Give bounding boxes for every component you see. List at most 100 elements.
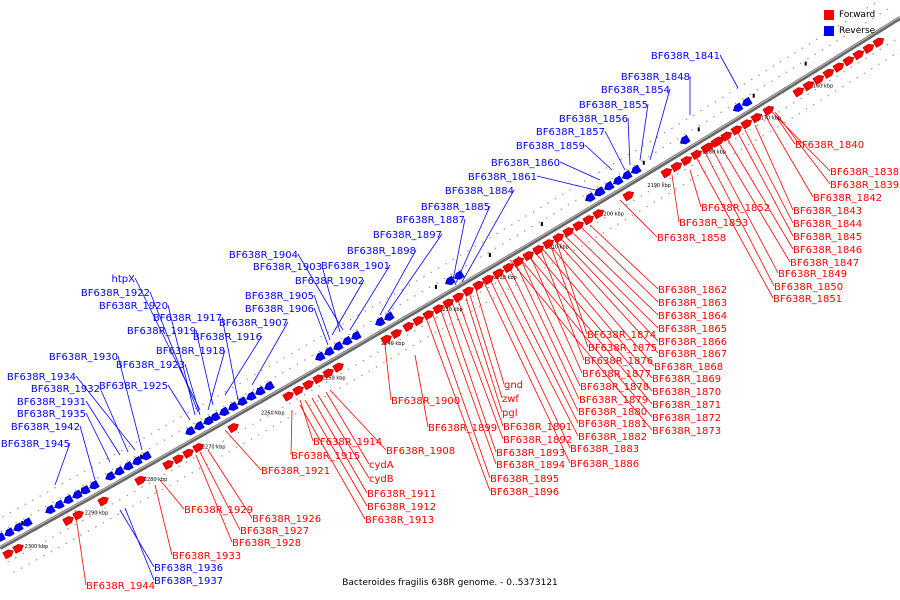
reverse-gene-arrow[interactable] (194, 420, 205, 431)
forward-gene-arrow[interactable] (332, 362, 344, 373)
gene-label[interactable]: BF638R_1896 (490, 487, 559, 498)
reverse-gene-arrow[interactable] (13, 522, 24, 532)
forward-gene-arrow[interactable] (740, 119, 753, 130)
forward-gene-arrow[interactable] (670, 162, 683, 173)
gene-label[interactable]: BF638R_1838 (830, 167, 899, 178)
forward-gene-arrow[interactable] (442, 298, 454, 309)
reverse-gene-arrow[interactable] (4, 527, 15, 537)
gene-label[interactable]: BF638R_1884 (445, 186, 514, 197)
gene-label[interactable]: BF638R_1927 (240, 526, 309, 537)
gene-label[interactable]: BF638R_1930 (49, 352, 118, 363)
gene-label[interactable]: BF638R_1844 (793, 219, 862, 230)
gene-label[interactable]: BF638R_1920 (99, 301, 168, 312)
gene-label[interactable]: BF638R_1894 (496, 460, 565, 471)
forward-gene-arrow[interactable] (502, 263, 514, 274)
forward-gene-arrow[interactable] (162, 460, 174, 471)
gene-label[interactable]: BF638R_1862 (658, 285, 727, 296)
reverse-gene-arrow[interactable] (219, 406, 230, 417)
forward-gene-arrow[interactable] (710, 137, 723, 148)
gene-label[interactable]: BF638R_1853 (679, 218, 748, 229)
gene-label[interactable]: BF638R_1922 (81, 288, 150, 299)
gene-label[interactable]: BF638R_1855 (579, 100, 648, 111)
forward-gene-arrow[interactable] (552, 233, 564, 244)
gene-label[interactable]: BF638R_1856 (559, 114, 628, 125)
reverse-gene-arrow[interactable] (72, 489, 83, 499)
reverse-gene-arrow[interactable] (375, 316, 386, 327)
forward-gene-arrow[interactable] (462, 286, 474, 297)
gene-label[interactable]: BF638R_1916 (193, 332, 262, 343)
forward-gene-arrow[interactable] (592, 209, 604, 220)
gene-label[interactable]: BF638R_1921 (261, 466, 330, 477)
gene-label[interactable]: BF638R_1863 (658, 298, 727, 309)
gene-label[interactable]: BF638R_1881 (578, 419, 647, 430)
gene-label[interactable]: BF638R_1868 (654, 362, 723, 373)
gene-label[interactable]: BF638R_1857 (536, 127, 605, 138)
forward-gene-arrow[interactable] (750, 113, 763, 124)
gene-label[interactable]: BF638R_1858 (657, 233, 726, 244)
gene-label[interactable]: zwf (502, 394, 519, 405)
reverse-gene-arrow[interactable] (0, 532, 6, 542)
gene-label[interactable]: BF638R_1929 (184, 505, 253, 516)
gene-label[interactable]: BF638R_1900 (391, 396, 460, 407)
forward-gene-arrow[interactable] (562, 227, 574, 238)
reverse-gene-arrow[interactable] (141, 450, 152, 461)
gene-label[interactable]: BF638R_1903 (253, 262, 322, 273)
forward-gene-arrow[interactable] (472, 280, 484, 291)
forward-gene-arrow[interactable] (572, 221, 584, 232)
gene-label[interactable]: htpX (112, 274, 136, 285)
gene-label[interactable]: BF638R_1897 (373, 230, 442, 241)
forward-gene-arrow[interactable] (134, 475, 146, 486)
forward-gene-arrow[interactable] (822, 68, 835, 79)
forward-gene-arrow[interactable] (872, 37, 885, 48)
gene-label[interactable]: BF638R_1908 (386, 446, 455, 457)
gene-label[interactable]: BF638R_1934 (7, 372, 76, 383)
gene-label[interactable]: BF638R_1854 (601, 85, 670, 96)
reverse-gene-arrow[interactable] (54, 499, 65, 509)
gene-label[interactable]: BF638R_1870 (652, 387, 721, 398)
forward-gene-arrow[interactable] (582, 215, 594, 226)
forward-gene-arrow[interactable] (802, 81, 815, 92)
gene-label[interactable]: BF638R_1925 (99, 381, 168, 392)
reverse-gene-arrow[interactable] (63, 494, 74, 504)
forward-gene-arrow[interactable] (842, 56, 855, 67)
legend-item-forward[interactable]: Forward (824, 8, 894, 22)
reverse-gene-arrow[interactable] (679, 134, 691, 145)
forward-gene-arrow[interactable] (227, 423, 239, 434)
forward-gene-arrow[interactable] (412, 316, 424, 327)
forward-gene-arrow[interactable] (812, 74, 825, 86)
gene-label[interactable]: BF638R_1914 (313, 437, 382, 448)
gene-label[interactable]: BF638R_1877 (582, 369, 651, 380)
forward-gene-arrow[interactable] (72, 510, 84, 521)
gene-label[interactable]: BF638R_1839 (830, 180, 899, 191)
gene-label[interactable]: BF638R_1842 (813, 193, 882, 204)
reverse-gene-arrow[interactable] (80, 485, 91, 495)
gene-label[interactable]: BF638R_1904 (229, 250, 298, 261)
gene-label[interactable]: BF638R_1899 (428, 423, 497, 434)
gene-label[interactable]: BF638R_1869 (652, 374, 721, 385)
forward-gene-arrow[interactable] (2, 549, 14, 560)
reverse-gene-arrow[interactable] (210, 411, 221, 422)
gene-label[interactable]: pgl (502, 408, 517, 419)
reverse-gene-arrow[interactable] (454, 270, 465, 280)
reverse-gene-arrow[interactable] (342, 335, 353, 346)
gene-label[interactable]: BF638R_1867 (658, 349, 727, 360)
forward-gene-arrow[interactable] (492, 268, 504, 280)
forward-gene-arrow[interactable] (282, 391, 294, 402)
forward-gene-arrow[interactable] (192, 443, 204, 454)
forward-gene-arrow[interactable] (302, 380, 314, 391)
gene-label[interactable]: BF638R_1901 (321, 261, 390, 272)
gene-label[interactable]: BF638R_1882 (578, 432, 647, 443)
gene-label[interactable]: BF638R_1846 (793, 245, 862, 256)
forward-gene-arrow[interactable] (622, 191, 635, 202)
gene-label[interactable]: BF638R_1875 (588, 343, 657, 354)
reverse-gene-arrow[interactable] (732, 102, 744, 112)
gene-label[interactable]: BF638R_1918 (156, 346, 225, 357)
gene-label[interactable]: BF638R_1906 (245, 304, 314, 315)
reverse-gene-arrow[interactable] (114, 465, 125, 476)
forward-gene-arrow[interactable] (390, 329, 402, 340)
gene-label[interactable]: BF638R_1907 (219, 318, 288, 329)
forward-gene-arrow[interactable] (522, 251, 534, 262)
gene-label[interactable]: BF638R_1874 (587, 330, 656, 341)
reverse-gene-arrow[interactable] (613, 175, 624, 185)
reverse-gene-arrow[interactable] (105, 471, 116, 481)
